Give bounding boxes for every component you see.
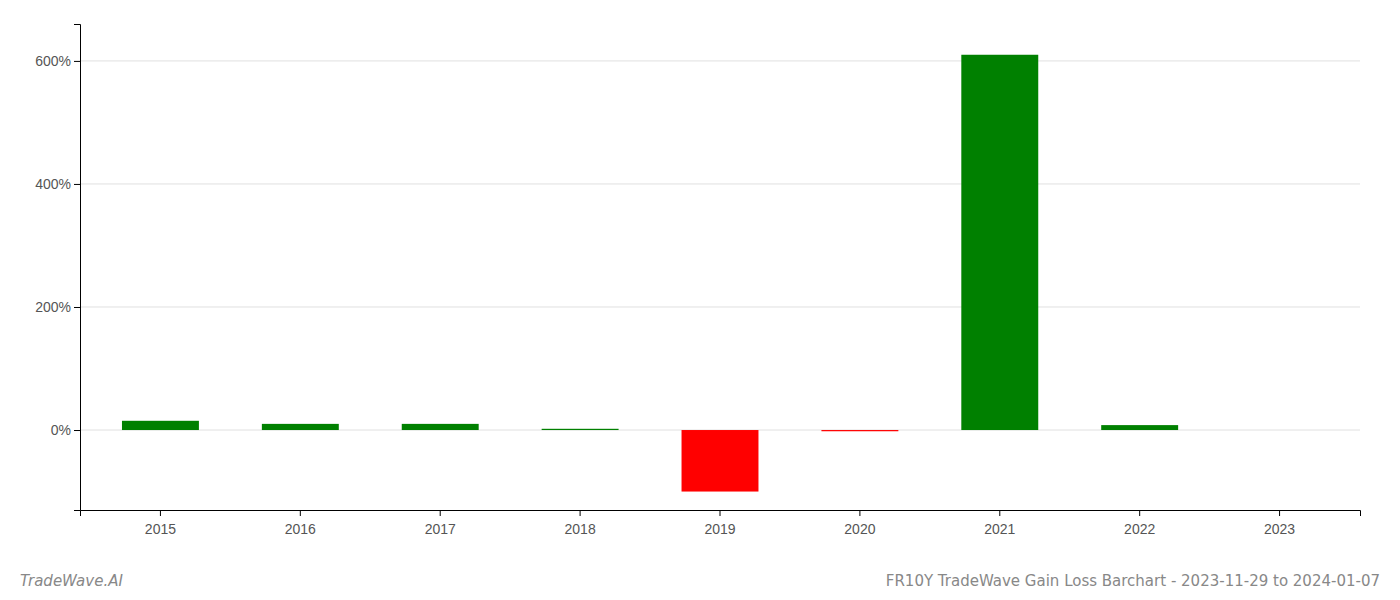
x-tick-label: 2017 bbox=[425, 521, 456, 537]
x-tick: 2023 bbox=[1264, 510, 1295, 537]
y-tick-mark bbox=[74, 184, 80, 185]
y-tick: 600% bbox=[35, 53, 80, 69]
y-tick-label: 400% bbox=[35, 176, 71, 192]
x-tick: 2020 bbox=[844, 510, 875, 537]
x-axis-line bbox=[81, 511, 1361, 517]
bar bbox=[682, 430, 759, 492]
x-tick-label: 2023 bbox=[1264, 521, 1295, 537]
x-tick: 2022 bbox=[1124, 510, 1155, 537]
bar bbox=[1101, 425, 1178, 430]
bar bbox=[262, 424, 339, 430]
y-tick-mark bbox=[74, 61, 80, 62]
x-tick-mark bbox=[859, 510, 860, 516]
grid-line bbox=[80, 183, 1360, 184]
bar bbox=[122, 421, 199, 430]
x-tick-label: 2021 bbox=[984, 521, 1015, 537]
x-tick-mark bbox=[580, 510, 581, 516]
x-tick-label: 2022 bbox=[1124, 521, 1155, 537]
x-tick-mark bbox=[160, 510, 161, 516]
y-axis-line bbox=[74, 25, 81, 511]
y-tick: 400% bbox=[35, 176, 80, 192]
x-tick-mark bbox=[440, 510, 441, 516]
x-tick: 2019 bbox=[704, 510, 735, 537]
bar bbox=[1241, 430, 1318, 431]
x-tick-mark bbox=[1279, 510, 1280, 516]
y-tick-mark bbox=[74, 307, 80, 308]
y-tick-label: 200% bbox=[35, 299, 71, 315]
grid-line bbox=[80, 306, 1360, 307]
x-tick-label: 2016 bbox=[285, 521, 316, 537]
bar bbox=[961, 55, 1038, 430]
y-tick-label: 600% bbox=[35, 53, 71, 69]
x-tick: 2021 bbox=[984, 510, 1015, 537]
y-tick: 200% bbox=[35, 299, 80, 315]
grid-line bbox=[80, 60, 1360, 61]
watermark: TradeWave.AI bbox=[20, 572, 123, 590]
x-tick-mark bbox=[1139, 510, 1140, 516]
x-tick-label: 2020 bbox=[844, 521, 875, 537]
y-tick-mark bbox=[74, 430, 80, 431]
x-tick: 2016 bbox=[285, 510, 316, 537]
x-tick-mark bbox=[720, 510, 721, 516]
x-tick: 2018 bbox=[565, 510, 596, 537]
title: FR10Y TradeWave Gain Loss Barchart - 202… bbox=[886, 572, 1380, 590]
x-tick-mark bbox=[300, 510, 301, 516]
x-tick: 2017 bbox=[425, 510, 456, 537]
chart: 0%200%400%600%20152016201720182019202020… bbox=[0, 0, 1400, 600]
bars bbox=[122, 55, 1178, 492]
bar bbox=[402, 424, 479, 430]
x-tick-label: 2018 bbox=[565, 521, 596, 537]
x-tick-mark bbox=[999, 510, 1000, 516]
bar bbox=[542, 429, 619, 430]
grid bbox=[80, 61, 1360, 430]
x-tick-label: 2019 bbox=[704, 521, 735, 537]
y-tick-label: 0% bbox=[51, 422, 71, 438]
y-axis: 0% 200% 400% 600% bbox=[35, 25, 80, 511]
y-tick: 0% bbox=[51, 422, 80, 438]
x-tick: 2015 bbox=[145, 510, 176, 537]
x-tick-label: 2015 bbox=[145, 521, 176, 537]
plot: 0%200%400%600%20152016201720182019202020… bbox=[35, 25, 1360, 538]
x-axis: 2015 2016 2017 2018 2019 2020 2021 2022 2023 bbox=[81, 510, 1361, 537]
bar bbox=[821, 430, 898, 431]
